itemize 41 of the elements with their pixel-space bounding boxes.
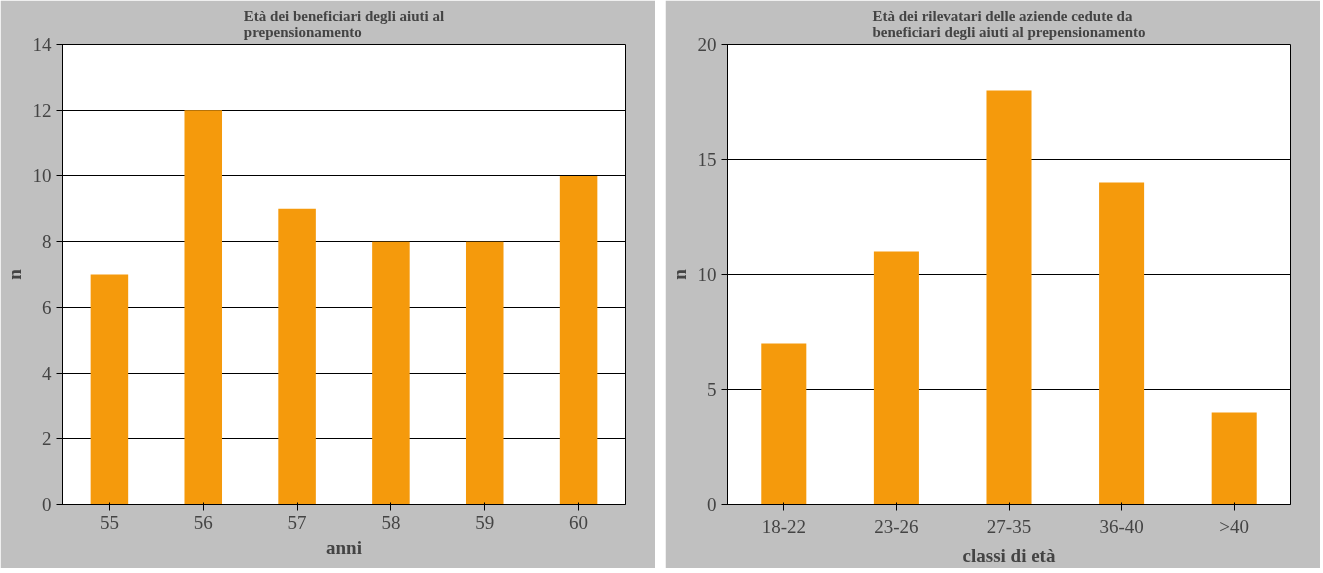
bar xyxy=(986,90,1032,505)
x-tick-label: 18-22 xyxy=(761,515,806,537)
bar xyxy=(372,241,410,505)
bar xyxy=(184,110,223,505)
y-tick-label: 2 xyxy=(42,428,52,450)
bar xyxy=(90,274,129,505)
x-axis-title: classi di età xyxy=(962,544,1056,566)
y-tick-label: 15 xyxy=(697,149,717,170)
x-tick-label: 55 xyxy=(99,511,119,533)
bar xyxy=(465,241,504,505)
bar xyxy=(1099,182,1145,505)
x-tick-label: >40 xyxy=(1219,515,1250,537)
y-tick-label: 6 xyxy=(42,296,52,318)
x-tick-label: 58 xyxy=(381,511,401,533)
x-tick-label: 23-26 xyxy=(874,515,919,537)
y-tick-label: 0 xyxy=(42,494,52,515)
bar xyxy=(873,251,919,505)
x-axis-title: anni xyxy=(326,536,362,558)
y-tick-label: 12 xyxy=(32,99,52,121)
x-tick-label: 56 xyxy=(193,511,213,533)
y-tick-label: 14 xyxy=(32,34,52,55)
bar xyxy=(559,175,598,505)
x-tick-label: 60 xyxy=(569,511,589,533)
y-axis-title: n xyxy=(668,268,690,280)
bar xyxy=(278,208,316,505)
y-tick-label: 10 xyxy=(32,165,52,187)
y-tick-label: 0 xyxy=(707,494,717,515)
y-tick-label: 8 xyxy=(42,231,52,253)
x-tick-label: 27-35 xyxy=(986,515,1032,537)
chart-title: Età dei beneficiari degli aiuti al prepensionamento xyxy=(243,7,445,40)
y-tick-label: 5 xyxy=(707,379,717,400)
x-tick-label: 36-40 xyxy=(1099,515,1144,537)
y-tick-label: 20 xyxy=(697,34,717,55)
y-tick-label: 4 xyxy=(42,362,52,384)
y-axis-title: n xyxy=(3,268,25,280)
x-tick-label: 57 xyxy=(287,511,307,533)
x-tick-label: 59 xyxy=(475,511,495,533)
bar xyxy=(761,343,807,505)
y-tick-label: 10 xyxy=(697,264,717,285)
chart-title: Età dei rilevatari delle aziende cedute da beneficiari degli aiuti al prepensionamento xyxy=(872,7,1146,40)
bar xyxy=(1211,412,1257,505)
